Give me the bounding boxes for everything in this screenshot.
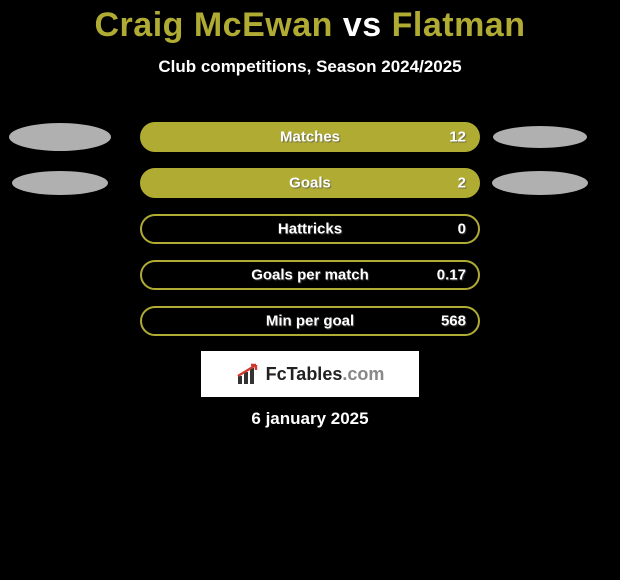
stat-value: 2 <box>458 175 466 192</box>
stat-row: Goals2 <box>0 168 620 198</box>
date-text: 6 january 2025 <box>0 409 620 429</box>
stat-value: 0 <box>458 221 466 238</box>
right-ellipse <box>492 171 588 195</box>
stat-label: Goals per match <box>142 267 478 284</box>
stat-label: Goals <box>142 175 478 192</box>
right-ellipse <box>493 126 587 148</box>
stat-row: Hattricks0 <box>0 214 620 244</box>
stat-bar: Goals2 <box>140 168 480 198</box>
title-player1: Craig McEwan <box>95 6 333 44</box>
comparison-infographic: Craig McEwan vs Flatman Club competition… <box>0 0 620 580</box>
stat-label: Matches <box>142 129 478 146</box>
chart-arrow-icon <box>236 362 262 386</box>
left-ellipse <box>12 171 108 195</box>
logo-text: FcTables.com <box>266 364 385 385</box>
stat-row: Goals per match0.17 <box>0 260 620 290</box>
stat-label: Hattricks <box>142 221 478 238</box>
stat-value: 568 <box>441 313 466 330</box>
stat-rows: Matches12 Goals2 Hattricks0 Goals per match… <box>0 122 620 352</box>
stat-value: 0.17 <box>437 267 466 284</box>
stat-bar: Goals per match0.17 <box>140 260 480 290</box>
title-player2: Flatman <box>392 6 526 44</box>
stat-row: Matches12 <box>0 122 620 152</box>
title-vs: vs <box>343 6 382 44</box>
stat-value: 12 <box>449 129 466 146</box>
left-ellipse <box>9 123 111 151</box>
stat-bar: Min per goal568 <box>140 306 480 336</box>
subtitle: Club competitions, Season 2024/2025 <box>0 57 620 77</box>
logo-box: FcTables.com <box>201 351 419 397</box>
logo-text-bold: FcTables <box>266 364 343 384</box>
logo-text-light: .com <box>342 364 384 384</box>
stat-label: Min per goal <box>142 313 478 330</box>
stat-bar: Hattricks0 <box>140 214 480 244</box>
stat-bar: Matches12 <box>140 122 480 152</box>
stat-row: Min per goal568 <box>0 306 620 336</box>
page-title: Craig McEwan vs Flatman <box>0 0 620 45</box>
